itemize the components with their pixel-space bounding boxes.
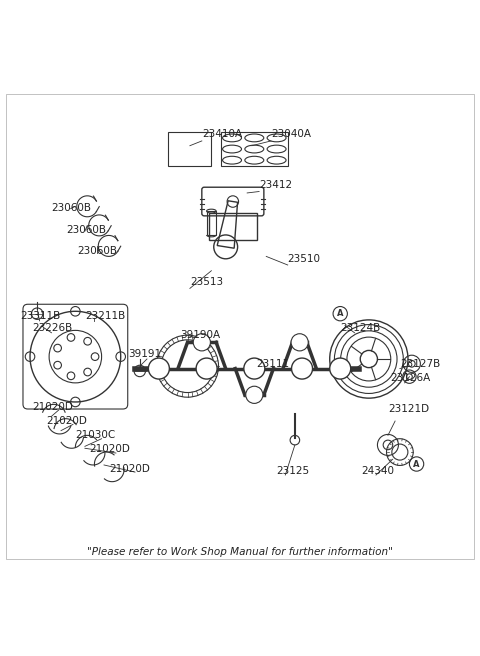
Text: 39190A: 39190A [180, 330, 220, 340]
Text: 23510: 23510 [288, 254, 321, 264]
Bar [206, 211, 216, 235]
Text: 23125: 23125 [276, 466, 309, 476]
Text: A: A [413, 459, 420, 468]
Circle shape [291, 334, 308, 351]
Text: "Please refer to Work Shop Manual for further information": "Please refer to Work Shop Manual for fu… [87, 547, 393, 557]
Text: 23412: 23412 [259, 180, 292, 190]
Circle shape [330, 358, 351, 379]
Text: 21020D: 21020D [33, 401, 73, 411]
Text: 23121D: 23121D [388, 404, 429, 414]
Text: 23226B: 23226B [33, 323, 72, 333]
Text: 23060B: 23060B [51, 203, 92, 213]
Text: 23513: 23513 [190, 277, 223, 287]
Bar [208, 213, 257, 239]
Text: 23124B: 23124B [340, 323, 381, 333]
Bar [221, 133, 288, 166]
Text: 21030C: 21030C [75, 430, 116, 440]
Circle shape [246, 386, 263, 403]
Text: 23111: 23111 [257, 359, 290, 369]
Text: 23311B: 23311B [21, 311, 61, 321]
Text: 21020D: 21020D [109, 464, 150, 474]
Text: 24340: 24340 [362, 466, 395, 476]
Text: 23127B: 23127B [400, 359, 440, 369]
Text: 23211B: 23211B [85, 311, 125, 321]
Circle shape [193, 334, 210, 351]
Text: 23126A: 23126A [390, 373, 431, 383]
Text: 23060B: 23060B [78, 247, 118, 256]
Text: 21020D: 21020D [47, 416, 87, 426]
Circle shape [244, 358, 265, 379]
Text: A: A [337, 309, 344, 318]
Text: 39191: 39191 [128, 349, 161, 359]
Bar [168, 133, 211, 166]
Text: 23410A: 23410A [202, 129, 242, 140]
Circle shape [196, 358, 217, 379]
Circle shape [148, 358, 169, 379]
Text: 21020D: 21020D [90, 445, 131, 455]
Text: 23040A: 23040A [271, 129, 311, 140]
Text: 23060B: 23060B [66, 225, 106, 235]
Circle shape [291, 358, 312, 379]
